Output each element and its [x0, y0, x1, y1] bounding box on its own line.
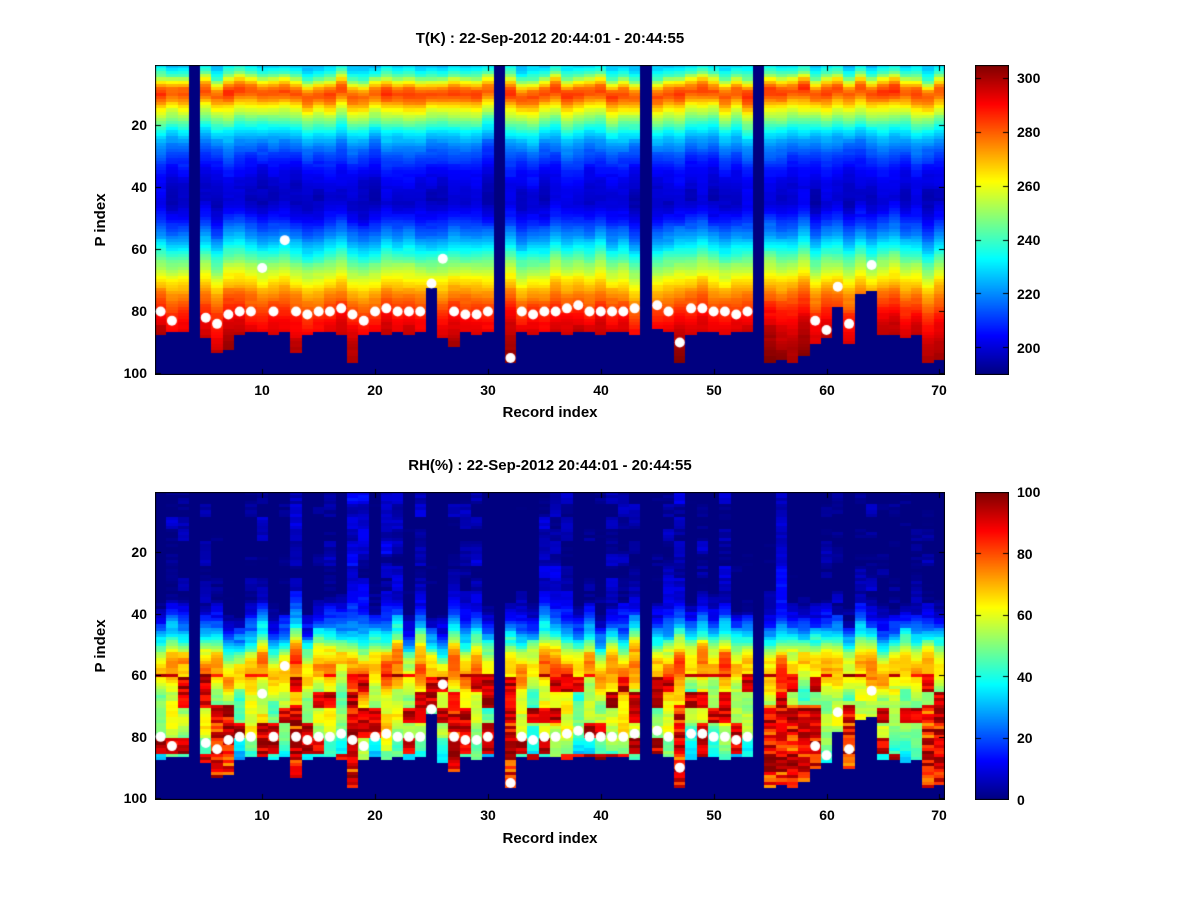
plot1-title: T(K) : 22-Sep-2012 20:44:01 - 20:44:55 — [415, 30, 685, 47]
y-tick-label: 100 — [123, 790, 147, 806]
y-tick-label: 100 — [123, 365, 147, 381]
colorbar-tick-label: 40 — [1017, 669, 1033, 685]
plot1-colorbar — [975, 65, 1009, 375]
plot2-title: RH(%) : 22-Sep-2012 20:44:01 - 20:44:55 — [408, 457, 692, 474]
x-tick-label: 70 — [931, 382, 947, 398]
colorbar-tick-label: 220 — [1017, 286, 1041, 302]
x-tick-label: 60 — [819, 382, 835, 398]
x-tick-label: 10 — [254, 382, 270, 398]
x-tick-label: 30 — [480, 807, 496, 823]
plot1-heatmap — [155, 65, 945, 375]
x-tick-label: 10 — [254, 807, 270, 823]
plot1-heatmap-canvas — [155, 65, 945, 375]
plot2-heatmap — [155, 492, 945, 800]
colorbar-tick-label: 280 — [1017, 124, 1041, 140]
colorbar-tick-label: 300 — [1017, 70, 1041, 86]
x-tick-label: 20 — [367, 382, 383, 398]
colorbar-tick-label: 0 — [1017, 792, 1025, 808]
y-tick-label: 80 — [131, 729, 147, 745]
plot2-colorbar — [975, 492, 1009, 800]
colorbar-tick-label: 80 — [1017, 546, 1033, 562]
x-tick-label: 60 — [819, 807, 835, 823]
plot2-heatmap-canvas — [155, 492, 945, 800]
x-tick-label: 50 — [706, 382, 722, 398]
colorbar-tick-label: 240 — [1017, 232, 1041, 248]
y-tick-label: 60 — [131, 241, 147, 257]
x-tick-label: 30 — [480, 382, 496, 398]
plot2-colorbar-canvas — [975, 492, 1009, 800]
x-tick-label: 20 — [367, 807, 383, 823]
x-tick-label: 40 — [593, 382, 609, 398]
plot2-xlabel: Record index — [502, 830, 598, 847]
y-tick-label: 20 — [131, 117, 147, 133]
x-tick-label: 40 — [593, 807, 609, 823]
y-tick-label: 40 — [131, 179, 147, 195]
y-tick-label: 60 — [131, 667, 147, 683]
y-tick-label: 20 — [131, 544, 147, 560]
plot1-xlabel: Record index — [502, 404, 598, 421]
y-tick-label: 80 — [131, 303, 147, 319]
x-tick-label: 50 — [706, 807, 722, 823]
colorbar-tick-label: 100 — [1017, 484, 1041, 500]
x-tick-label: 70 — [931, 807, 947, 823]
colorbar-tick-label: 200 — [1017, 340, 1041, 356]
plot1-colorbar-canvas — [975, 65, 1009, 375]
colorbar-tick-label: 60 — [1017, 607, 1033, 623]
colorbar-tick-label: 20 — [1017, 730, 1033, 746]
y-tick-label: 40 — [131, 606, 147, 622]
colorbar-tick-label: 260 — [1017, 178, 1041, 194]
